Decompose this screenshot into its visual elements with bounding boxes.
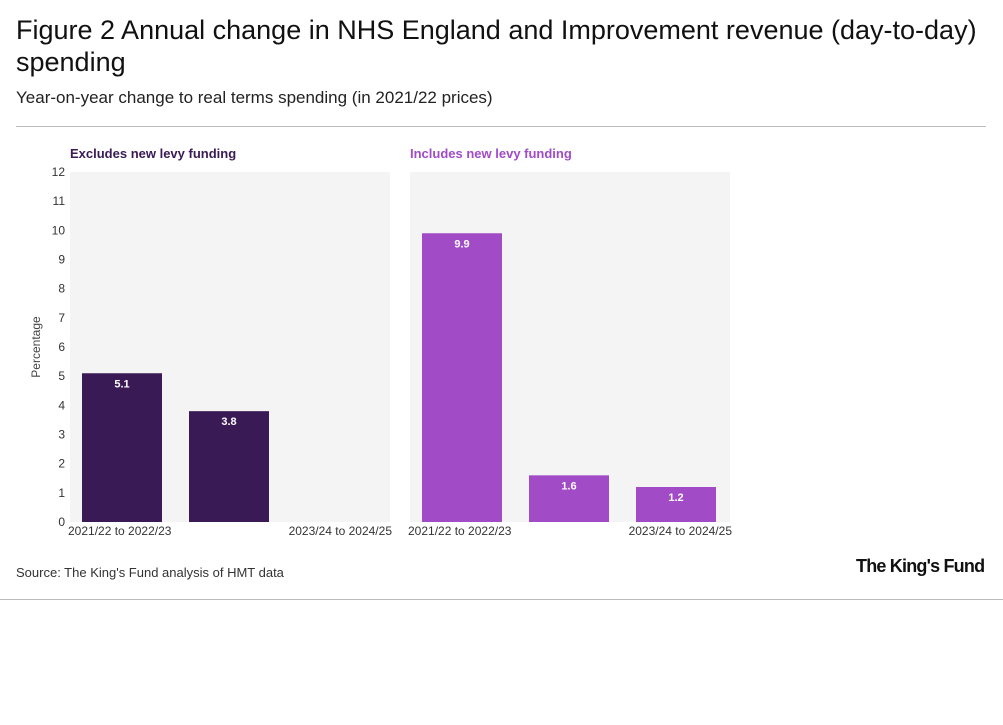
source-note: Source: The King's Fund analysis of HMT … <box>16 565 284 580</box>
y-tick-label: 7 <box>58 311 65 325</box>
y-tick-label: 9 <box>58 253 65 267</box>
y-tick-label: 1 <box>58 486 65 500</box>
bar-value-label: 5.1 <box>114 378 129 390</box>
bar-value-label: 9.9 <box>454 238 469 250</box>
bar <box>189 411 269 522</box>
footer-divider <box>0 599 1003 600</box>
y-tick-label: 0 <box>58 515 65 529</box>
y-tick-label: 2 <box>58 457 65 471</box>
bar <box>529 475 609 522</box>
bar-value-label: 1.2 <box>668 492 683 504</box>
bar-value-label: 1.6 <box>561 480 576 492</box>
y-tick-label: 8 <box>58 282 65 296</box>
kings-fund-logo[interactable]: The King's Fund <box>856 556 985 576</box>
y-tick-label: 6 <box>58 340 65 354</box>
y-tick-label: 4 <box>58 398 65 412</box>
x-tick-label: 2021/22 to 2022/23 <box>68 524 172 538</box>
chart-area: 0 1 2 3 4 5 6 7 8 9 10 11 12 Percentage Excludes new l… <box>0 130 760 555</box>
chart-title: Figure 2 Annual change in NHS England an… <box>16 15 977 77</box>
bar <box>422 233 502 522</box>
panel-title: Includes new levy funding <box>410 146 572 161</box>
header-divider <box>16 126 986 127</box>
x-tick-label: 2023/24 to 2024/25 <box>289 524 393 538</box>
y-tick-label: 12 <box>52 165 66 179</box>
chart-subtitle: Year-on-year change to real terms spendi… <box>16 88 493 107</box>
y-tick-label: 3 <box>58 428 65 442</box>
y-tick-label: 10 <box>52 223 66 237</box>
x-tick-label: 2023/24 to 2024/25 <box>629 524 733 538</box>
panel-title: Excludes new levy funding <box>70 146 236 161</box>
y-axis-label: Percentage <box>29 316 43 378</box>
bar-value-label: 3.8 <box>221 416 236 428</box>
y-tick-label: 11 <box>53 194 66 208</box>
x-tick-label: 2021/22 to 2022/23 <box>408 524 512 538</box>
bar <box>636 487 716 522</box>
bar <box>82 373 162 522</box>
y-tick-label: 5 <box>58 369 65 383</box>
